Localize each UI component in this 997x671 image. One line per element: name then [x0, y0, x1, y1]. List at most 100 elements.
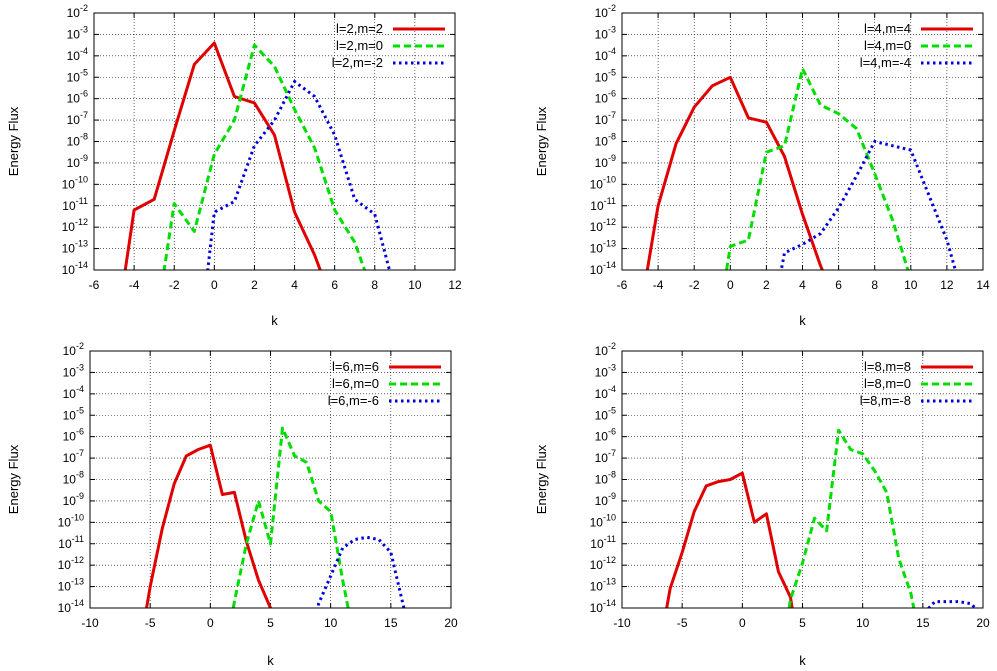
plot-frame — [89, 350, 452, 609]
y-tick-label: 10-10 — [58, 512, 84, 529]
legend-label: l=6,m=-6 — [328, 393, 379, 408]
y-tick-label: 10-11 — [590, 196, 616, 213]
x-tick-label: 14 — [976, 278, 990, 292]
legend-label: l=8,m=8 — [864, 359, 911, 374]
x-axis-label: k — [267, 653, 274, 668]
chart-panel-2: 10-1410-1310-1210-1110-1010-910-810-710-… — [534, 3, 990, 328]
y-tick-label: 10-8 — [595, 132, 616, 149]
y-tick-label: 10-14 — [590, 260, 616, 277]
legend-label: l=6,m=6 — [332, 359, 379, 374]
y-tick-label: 10-2 — [67, 3, 88, 20]
y-tick-label: 10-6 — [595, 427, 616, 444]
x-tick-label: 0 — [207, 616, 214, 630]
x-tick-label: -2 — [169, 278, 180, 292]
y-tick-label: 10-10 — [590, 174, 616, 191]
x-tick-label: 6 — [331, 278, 338, 292]
x-tick-label: 2 — [763, 278, 770, 292]
legend-label: l=4,m=4 — [864, 21, 911, 36]
y-axis-label: Energy Flux — [534, 444, 549, 514]
y-tick-label: 10-3 — [63, 362, 84, 379]
series-line-l=4,m=4 — [645, 75, 824, 270]
x-tick-label: 6 — [835, 278, 842, 292]
y-tick-label: 10-14 — [62, 260, 88, 277]
y-tick-label: 10-9 — [63, 491, 84, 508]
x-tick-label: 0 — [727, 278, 734, 292]
y-tick-label: 10-9 — [595, 153, 616, 170]
plot-frame — [93, 12, 456, 271]
x-tick-label: -5 — [677, 616, 688, 630]
x-tick-label: 10 — [904, 278, 918, 292]
x-tick-label: 4 — [291, 278, 298, 292]
x-axis-label: k — [799, 653, 806, 668]
legend-label: l=2,m=-2 — [332, 55, 383, 70]
x-tick-label: 10 — [408, 278, 422, 292]
x-tick-label: 5 — [799, 616, 806, 630]
x-tick-label: 2 — [251, 278, 258, 292]
chart-panel-4: 10-1410-1310-1210-1110-1010-910-810-710-… — [534, 341, 990, 668]
x-tick-label: 12 — [448, 278, 462, 292]
x-tick-label: 0 — [211, 278, 218, 292]
legend-label: l=6,m=0 — [332, 376, 379, 391]
x-axis-label: k — [799, 313, 806, 328]
y-tick-label: 10-5 — [595, 405, 616, 422]
y-tick-label: 10-10 — [62, 174, 88, 191]
x-tick-label: 8 — [871, 278, 878, 292]
x-tick-label: -5 — [145, 616, 156, 630]
series-line-l=6,m=0 — [231, 426, 350, 608]
y-tick-label: 10-9 — [595, 491, 616, 508]
y-tick-label: 10-7 — [63, 448, 84, 465]
y-tick-label: 10-2 — [595, 3, 616, 20]
y-tick-label: 10-8 — [67, 132, 88, 149]
y-tick-label: 10-6 — [63, 427, 84, 444]
y-tick-label: 10-5 — [595, 67, 616, 84]
legend-label: l=2,m=2 — [336, 21, 383, 36]
y-tick-label: 10-6 — [595, 89, 616, 106]
y-axis-label: Energy Flux — [534, 106, 549, 176]
y-tick-label: 10-11 — [62, 196, 88, 213]
x-tick-label: 4 — [799, 278, 806, 292]
legend-label: l=4,m=-4 — [860, 55, 911, 70]
series-line-l=8,m=0 — [787, 428, 916, 608]
y-tick-label: 10-14 — [590, 598, 616, 615]
series-line-l=8,m=8 — [665, 471, 794, 608]
y-tick-label: 10-12 — [62, 217, 88, 234]
x-tick-label: -6 — [89, 278, 100, 292]
x-tick-label: 10 — [324, 616, 338, 630]
y-tick-label: 10-5 — [67, 67, 88, 84]
legend-label: l=8,m=0 — [864, 376, 911, 391]
x-tick-label: -6 — [617, 278, 628, 292]
y-tick-label: 10-13 — [58, 577, 84, 594]
x-axis-label: k — [271, 313, 278, 328]
y-axis-label: Energy Flux — [6, 106, 21, 176]
y-tick-label: 10-2 — [595, 341, 616, 358]
x-tick-label: 10 — [856, 616, 870, 630]
x-tick-label: 0 — [739, 616, 746, 630]
y-tick-label: 10-9 — [67, 153, 88, 170]
y-tick-label: 10-13 — [62, 239, 88, 256]
y-tick-label: 10-12 — [58, 555, 84, 572]
y-tick-label: 10-11 — [58, 534, 84, 551]
y-tick-label: 10-13 — [590, 577, 616, 594]
y-axis-label: Energy Flux — [6, 444, 21, 514]
plot-frame — [621, 350, 984, 609]
x-tick-label: 20 — [444, 616, 458, 630]
series-line-l=6,m=-6 — [316, 535, 406, 608]
y-tick-label: 10-4 — [63, 384, 84, 401]
x-tick-label: -10 — [81, 616, 99, 630]
x-tick-label: -2 — [689, 278, 700, 292]
y-tick-label: 10-14 — [58, 598, 84, 615]
chart-panel-1: 10-1410-1310-1210-1110-1010-910-810-710-… — [6, 3, 462, 328]
x-tick-label: -4 — [129, 278, 140, 292]
y-tick-label: 10-10 — [590, 512, 616, 529]
x-tick-label: 5 — [267, 616, 274, 630]
y-tick-label: 10-4 — [67, 46, 88, 63]
y-tick-label: 10-4 — [595, 384, 616, 401]
plot-frame — [621, 12, 984, 271]
x-tick-label: -10 — [613, 616, 631, 630]
y-tick-label: 10-3 — [595, 362, 616, 379]
y-tick-label: 10-11 — [590, 534, 616, 551]
x-tick-label: 12 — [940, 278, 954, 292]
y-tick-label: 10-13 — [590, 239, 616, 256]
legend-label: l=4,m=0 — [864, 38, 911, 53]
series-line-l=4,m=-4 — [779, 140, 957, 270]
